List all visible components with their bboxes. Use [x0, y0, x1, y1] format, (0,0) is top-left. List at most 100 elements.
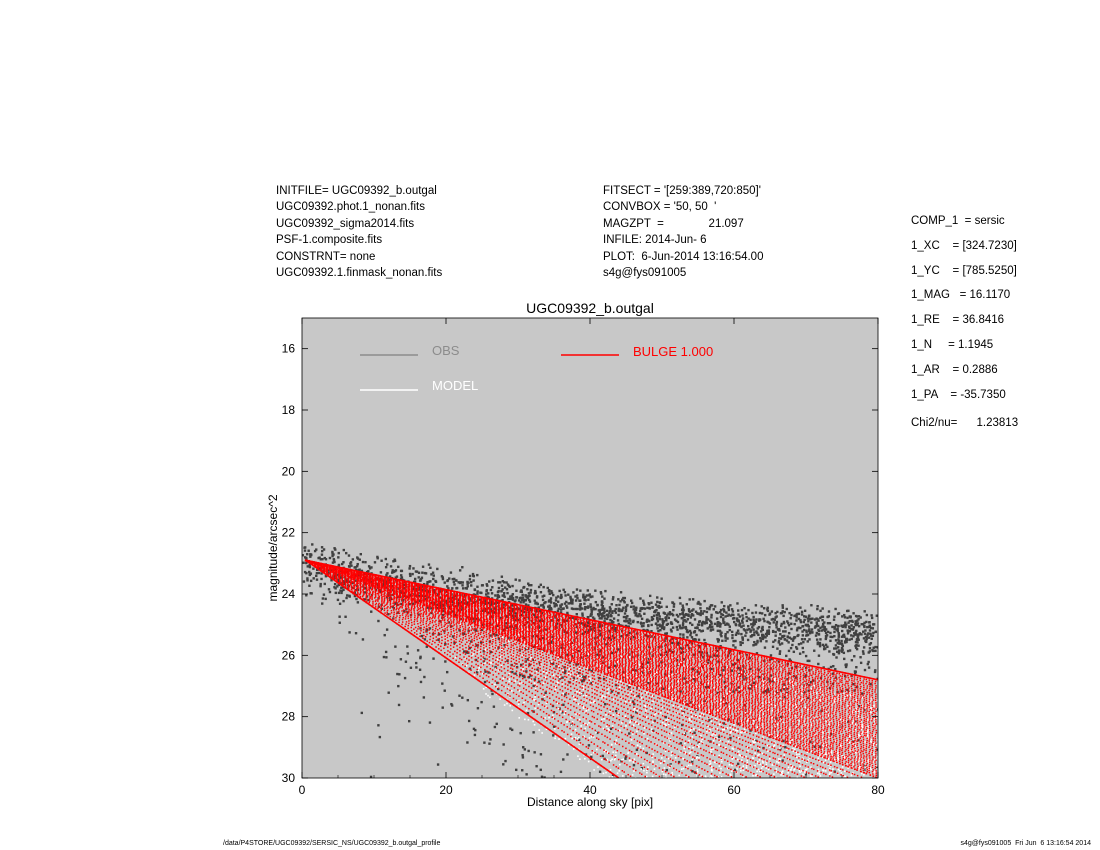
obs-point	[819, 642, 821, 644]
model-point	[633, 770, 635, 772]
obs-point	[850, 615, 852, 617]
obs-point	[736, 617, 738, 619]
obs-point	[589, 615, 591, 617]
obs-point	[594, 590, 596, 592]
model-point	[789, 729, 791, 731]
model-point	[636, 730, 638, 732]
obs-point	[477, 707, 479, 709]
obs-point	[868, 636, 870, 638]
obs-point	[322, 597, 324, 599]
obs-point	[307, 550, 309, 552]
obs-point	[632, 608, 634, 610]
obs-point	[469, 578, 471, 580]
obs-point	[750, 623, 752, 625]
obs-point	[324, 557, 326, 559]
model-point	[796, 756, 798, 758]
obs-point	[405, 661, 407, 663]
obs-point	[484, 670, 486, 672]
obs-point	[659, 601, 661, 603]
model-point	[664, 760, 666, 762]
obs-point	[612, 621, 614, 623]
obs-point	[753, 631, 755, 633]
obs-point	[626, 620, 628, 622]
model-point	[873, 754, 875, 756]
obs-point	[808, 615, 810, 617]
model-point	[699, 715, 701, 717]
obs-point	[802, 634, 804, 636]
obs-point	[604, 703, 606, 705]
obs-point	[727, 607, 729, 609]
obs-point	[511, 595, 513, 597]
model-point	[651, 728, 653, 730]
obs-point	[833, 616, 835, 618]
obs-point	[679, 627, 681, 629]
obs-point	[525, 596, 527, 598]
obs-point	[732, 617, 734, 619]
obs-point	[491, 586, 493, 588]
obs-point	[731, 637, 733, 639]
model-point	[615, 751, 617, 753]
obs-point	[398, 673, 400, 675]
obs-point	[312, 567, 314, 569]
obs-point	[768, 626, 770, 628]
bulge-point	[775, 661, 777, 663]
obs-point	[780, 625, 782, 627]
model-point	[588, 761, 590, 763]
obs-point	[591, 611, 593, 613]
obs-point	[339, 622, 341, 624]
obs-point	[682, 633, 684, 635]
obs-point	[448, 577, 450, 579]
bulge-point	[806, 668, 808, 670]
model-point	[602, 695, 604, 697]
bulge-point	[670, 639, 672, 641]
bulge-point	[728, 653, 730, 655]
obs-point	[867, 661, 869, 663]
model-point	[774, 737, 776, 739]
model-point	[740, 732, 742, 734]
bulge-point	[787, 662, 789, 664]
obs-point	[788, 624, 790, 626]
obs-point	[681, 612, 683, 614]
obs-point	[590, 606, 592, 608]
obs-point	[722, 614, 724, 616]
obs-point	[848, 625, 850, 627]
bulge-point	[761, 657, 763, 659]
bulge-point	[733, 651, 735, 653]
model-point	[740, 770, 742, 772]
obs-point	[737, 632, 739, 634]
bulge-point	[706, 645, 708, 647]
obs-point	[690, 632, 692, 634]
obs-point	[520, 589, 522, 591]
obs-point	[384, 634, 386, 636]
obs-point	[542, 586, 544, 588]
model-point	[630, 760, 632, 762]
model-point	[639, 746, 641, 748]
obs-point	[673, 605, 675, 607]
obs-point	[763, 607, 765, 609]
obs-point	[679, 633, 681, 635]
obs-point	[480, 592, 482, 594]
model-point	[593, 769, 595, 771]
obs-point	[771, 618, 773, 620]
obs-point	[334, 548, 336, 550]
model-point	[733, 724, 735, 726]
obs-point	[837, 630, 839, 632]
obs-point	[643, 613, 645, 615]
obs-point	[745, 612, 747, 614]
bulge-point	[749, 654, 751, 656]
bulge-point	[663, 638, 665, 640]
obs-point	[557, 595, 559, 597]
obs-point	[808, 625, 810, 627]
obs-point	[690, 614, 692, 616]
obs-point	[587, 616, 589, 618]
obs-point	[321, 602, 323, 604]
bulge-point	[651, 636, 653, 638]
obs-point	[779, 633, 781, 635]
bulge-point	[721, 648, 723, 650]
model-point	[709, 729, 711, 731]
obs-point	[867, 632, 869, 634]
model-point	[689, 747, 691, 749]
obs-point	[771, 610, 773, 612]
model-point	[697, 771, 699, 773]
obs-point	[353, 566, 355, 568]
